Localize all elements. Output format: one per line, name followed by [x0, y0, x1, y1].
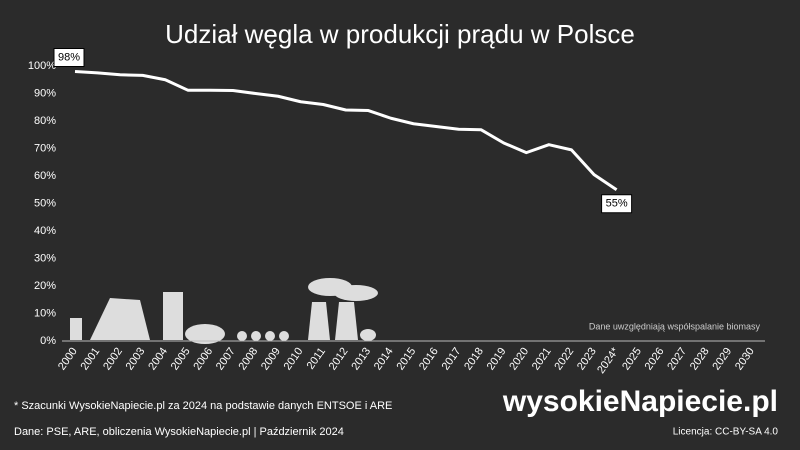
y-tick-label: 20%	[34, 280, 56, 292]
x-tick-label: 2012	[327, 346, 351, 373]
x-tick-label: 2010	[282, 346, 306, 373]
y-tick-label: 80%	[34, 115, 56, 127]
x-tick-label: 2018	[462, 346, 486, 373]
y-tick-label: 0%	[40, 335, 56, 347]
data-label: 98%	[58, 51, 80, 63]
note: Dane uwzględniają współspalanie biomasy	[589, 321, 761, 331]
y-tick-label: 60%	[34, 170, 56, 182]
x-tick-label: 2001	[79, 346, 103, 373]
y-tick-label: 70%	[34, 142, 56, 154]
license: Licencja: CC-BY-SA 4.0	[673, 427, 779, 438]
x-tick-label: 2015	[394, 346, 418, 373]
x-tick-label: 2030	[733, 346, 757, 373]
x-tick-label: 2029	[710, 346, 734, 373]
x-tick-label: 2005	[169, 346, 193, 373]
x-tick-label: 2009	[259, 346, 283, 373]
y-tick-label: 90%	[34, 87, 56, 99]
line	[74, 70, 618, 191]
x-tick-label: 2002	[101, 346, 125, 373]
x-tick-label: 2019	[485, 346, 509, 373]
x-tick-label: 2008	[236, 346, 260, 373]
x-tick-label: 2000	[56, 346, 80, 373]
y-tick-label: 100%	[28, 60, 56, 72]
y-tick-label: 30%	[34, 252, 56, 264]
x-tick-label: 2022	[552, 346, 576, 373]
x-tick-label: 2004	[146, 346, 170, 373]
x-tick-label: 2003	[124, 346, 148, 373]
x-tick-label: 2028	[688, 346, 712, 373]
decoration	[70, 278, 378, 344]
x-tick-label: 2027	[665, 346, 689, 373]
x-tick-label: 2017	[440, 346, 464, 373]
data-label-box	[601, 194, 633, 214]
x-tick-label: 2013	[349, 346, 373, 373]
source: Dane: PSE, ARE, obliczenia WysokieNapiec…	[14, 426, 344, 438]
x-tick-label: 2021	[530, 346, 554, 373]
x-tick-label: 2016	[417, 346, 441, 373]
data-label: 55%	[606, 198, 628, 210]
y-tick-label: 50%	[34, 197, 56, 209]
x-tick-label: 2020	[507, 346, 531, 373]
logo: wysokieNapiecie.pl	[502, 385, 778, 418]
footnote: * Szacunki WysokieNapiecie.pl za 2024 na…	[14, 400, 392, 412]
x-tick-label: 2026	[643, 346, 667, 373]
x-tick-label: 2024*	[595, 345, 622, 376]
chart-title: Udział węgla w produkcji prądu w Polsce	[165, 19, 635, 49]
x-tick-label: 2011	[305, 346, 328, 372]
y-tick-label: 10%	[34, 307, 56, 319]
x-tick-label: 2014	[372, 346, 396, 373]
data-label-box	[53, 48, 85, 67]
y-tick-label: 40%	[34, 225, 56, 237]
x-tick-label: 2007	[214, 346, 238, 373]
x-tick-label: 2025	[620, 346, 644, 373]
x-tick-label: 2006	[191, 346, 215, 373]
